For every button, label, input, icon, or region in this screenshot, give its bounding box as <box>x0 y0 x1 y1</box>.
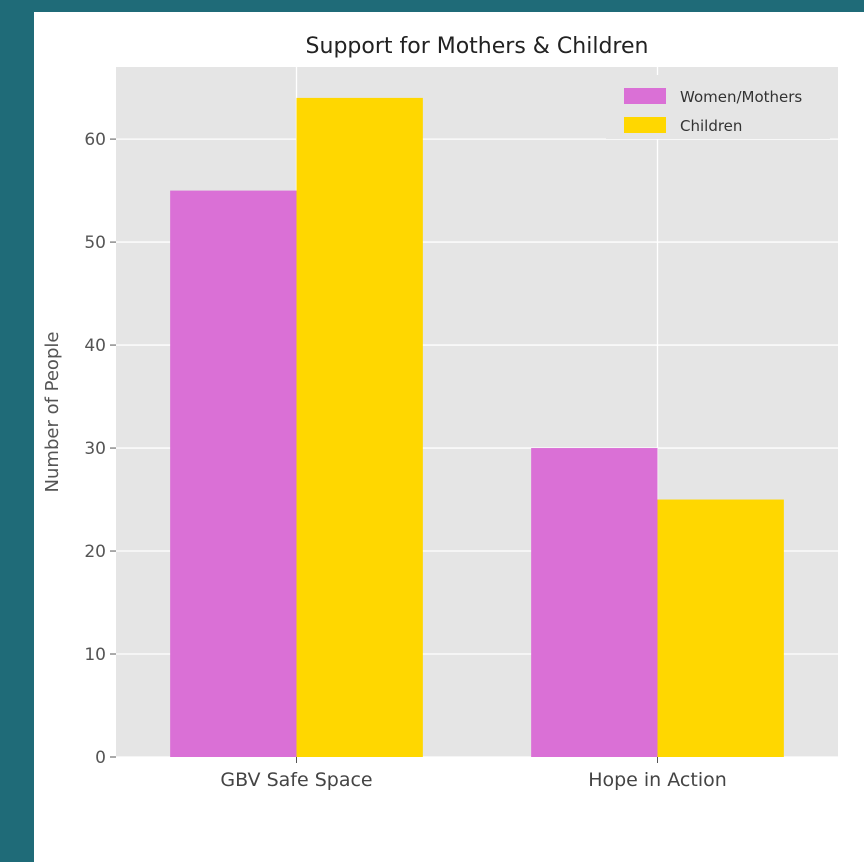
y-tick-label: 60 <box>84 130 106 150</box>
y-axis-ticks: 0 10 20 30 40 50 60 <box>84 130 116 768</box>
y-tick-label: 10 <box>84 645 106 665</box>
bar <box>296 97 423 758</box>
bars <box>170 97 784 758</box>
y-tick-label: 0 <box>95 748 106 768</box>
x-tick-label: GBV Safe Space <box>220 769 372 791</box>
y-tick-label: 20 <box>84 542 106 562</box>
y-tick-label: 50 <box>84 233 106 253</box>
legend-label: Children <box>680 117 742 135</box>
legend-swatch <box>624 88 666 104</box>
legend: Women/Mothers Children <box>606 75 830 139</box>
bar-chart: Support for Mothers & Children 0 10 20 30 40… <box>42 34 838 791</box>
legend-label: Women/Mothers <box>680 88 802 106</box>
bar <box>170 190 297 757</box>
y-axis-label: Number of People <box>42 332 63 493</box>
chart-card: Support for Mothers & Children 0 10 20 30 40… <box>34 12 864 862</box>
y-tick-label: 40 <box>84 336 106 356</box>
y-tick-label: 30 <box>84 439 106 459</box>
x-tick-label: Hope in Action <box>588 769 727 791</box>
legend-swatch <box>624 117 666 133</box>
x-axis-ticks: GBV Safe Space Hope in Action <box>220 757 727 791</box>
bar <box>657 499 784 757</box>
bar <box>531 448 658 757</box>
chart-title: Support for Mothers & Children <box>306 34 649 59</box>
